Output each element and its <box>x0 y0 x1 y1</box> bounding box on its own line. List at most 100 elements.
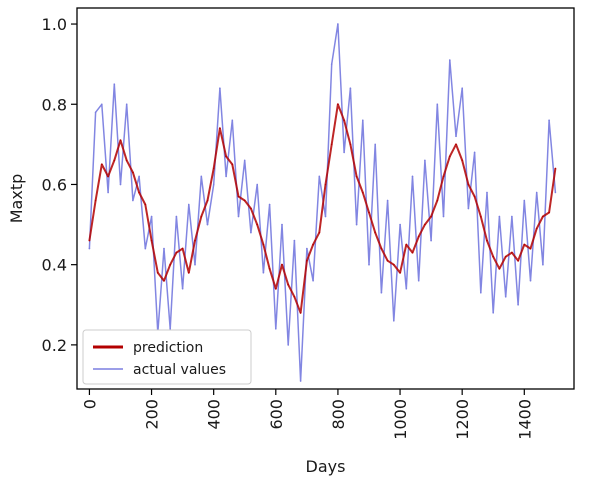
data-point-prediction <box>411 251 414 254</box>
data-point-actual-values <box>337 23 339 25</box>
data-point-prediction <box>529 247 532 250</box>
data-point-actual-values <box>324 215 327 218</box>
data-point-prediction <box>94 199 97 202</box>
data-point-prediction <box>417 235 420 238</box>
data-point-prediction <box>436 199 439 202</box>
data-point-actual-values <box>473 151 476 154</box>
data-point-actual-values <box>225 175 227 178</box>
data-point-prediction <box>486 239 488 242</box>
data-point-prediction <box>330 143 333 146</box>
x-tick-label: 200 <box>143 399 162 430</box>
data-point-prediction <box>200 215 203 218</box>
data-point-prediction <box>163 279 165 282</box>
x-tick-label: 1200 <box>453 399 472 440</box>
data-point-actual-values <box>250 231 252 234</box>
data-point-prediction <box>455 143 457 146</box>
data-point-actual-values <box>132 199 134 202</box>
data-point-actual-values <box>368 263 370 266</box>
data-point-prediction <box>157 271 159 274</box>
data-point-prediction <box>511 251 513 254</box>
data-point-actual-values <box>293 239 296 242</box>
data-point-prediction <box>349 143 352 146</box>
data-point-actual-values <box>169 328 171 330</box>
data-point-prediction <box>517 259 519 262</box>
data-point-actual-values <box>399 223 401 226</box>
legend-label-actual-values: actual values <box>133 362 226 378</box>
data-point-prediction <box>150 239 153 242</box>
data-point-actual-values <box>417 279 420 282</box>
data-point-prediction <box>231 163 234 166</box>
series-line-actual-values <box>88 23 557 382</box>
data-point-actual-values <box>275 328 277 330</box>
y-tick-label: 0.4 <box>42 256 67 275</box>
x-tick-label: 0 <box>80 399 99 409</box>
data-point-prediction <box>368 211 370 214</box>
x-tick-label: 600 <box>267 399 286 430</box>
data-point-prediction <box>430 215 432 218</box>
data-point-prediction <box>424 223 426 226</box>
data-point-actual-values <box>517 304 519 306</box>
data-point-actual-values <box>349 87 352 89</box>
data-point-prediction <box>293 296 296 298</box>
data-point-prediction <box>219 127 221 130</box>
data-point-prediction <box>113 159 116 162</box>
data-point-prediction <box>107 175 109 178</box>
data-point-prediction <box>386 259 389 262</box>
data-point-prediction <box>523 243 526 246</box>
data-point-prediction <box>237 195 240 198</box>
data-point-actual-values <box>535 191 538 194</box>
data-point-prediction <box>225 155 227 158</box>
data-point-actual-values <box>206 223 209 226</box>
data-point-prediction <box>449 155 451 158</box>
data-point-actual-values <box>343 151 345 154</box>
data-point-actual-values <box>299 380 302 382</box>
data-point-actual-values <box>355 223 358 226</box>
data-point-prediction <box>206 199 209 202</box>
data-point-actual-values <box>498 215 501 218</box>
data-point-prediction <box>101 163 103 166</box>
data-point-actual-values <box>312 279 314 282</box>
data-point-prediction <box>125 159 128 162</box>
data-point-actual-values <box>256 183 259 186</box>
data-point-prediction <box>542 215 544 218</box>
data-point-actual-values <box>461 87 464 89</box>
data-point-prediction <box>399 271 401 274</box>
data-point-actual-values <box>181 287 184 290</box>
data-point-actual-values <box>318 175 321 178</box>
data-point-prediction <box>119 139 122 142</box>
data-point-prediction <box>250 207 252 210</box>
data-point-prediction <box>275 287 277 290</box>
data-point-actual-values <box>306 247 308 250</box>
legend-label-prediction: prediction <box>133 340 203 356</box>
data-point-actual-values <box>88 247 91 250</box>
data-point-actual-values <box>113 83 116 85</box>
data-point-prediction <box>299 312 302 314</box>
data-point-prediction <box>480 215 482 218</box>
data-point-actual-values <box>163 247 165 250</box>
data-point-actual-values <box>119 183 122 186</box>
data-point-actual-values <box>436 103 439 106</box>
legend-box <box>82 329 252 385</box>
data-point-prediction <box>492 255 495 258</box>
data-point-actual-values <box>554 191 557 194</box>
data-point-prediction <box>498 267 501 270</box>
data-point-prediction <box>355 175 358 178</box>
data-point-prediction <box>188 271 190 274</box>
data-point-actual-values <box>287 344 290 346</box>
data-point-actual-values <box>442 215 445 218</box>
data-point-actual-values <box>243 159 246 162</box>
data-point-prediction <box>281 263 283 266</box>
data-point-actual-values <box>467 207 470 210</box>
data-point-actual-values <box>430 239 432 242</box>
data-point-prediction <box>535 227 538 230</box>
data-point-prediction <box>144 203 147 206</box>
data-point-actual-values <box>424 159 426 162</box>
data-point-actual-values <box>548 119 550 122</box>
data-point-prediction <box>548 211 550 214</box>
y-tick-label: 0.6 <box>42 175 67 194</box>
data-point-actual-values <box>194 263 196 266</box>
x-tick-label: 1400 <box>515 399 534 440</box>
data-point-prediction <box>175 251 178 254</box>
data-point-actual-values <box>492 312 495 314</box>
